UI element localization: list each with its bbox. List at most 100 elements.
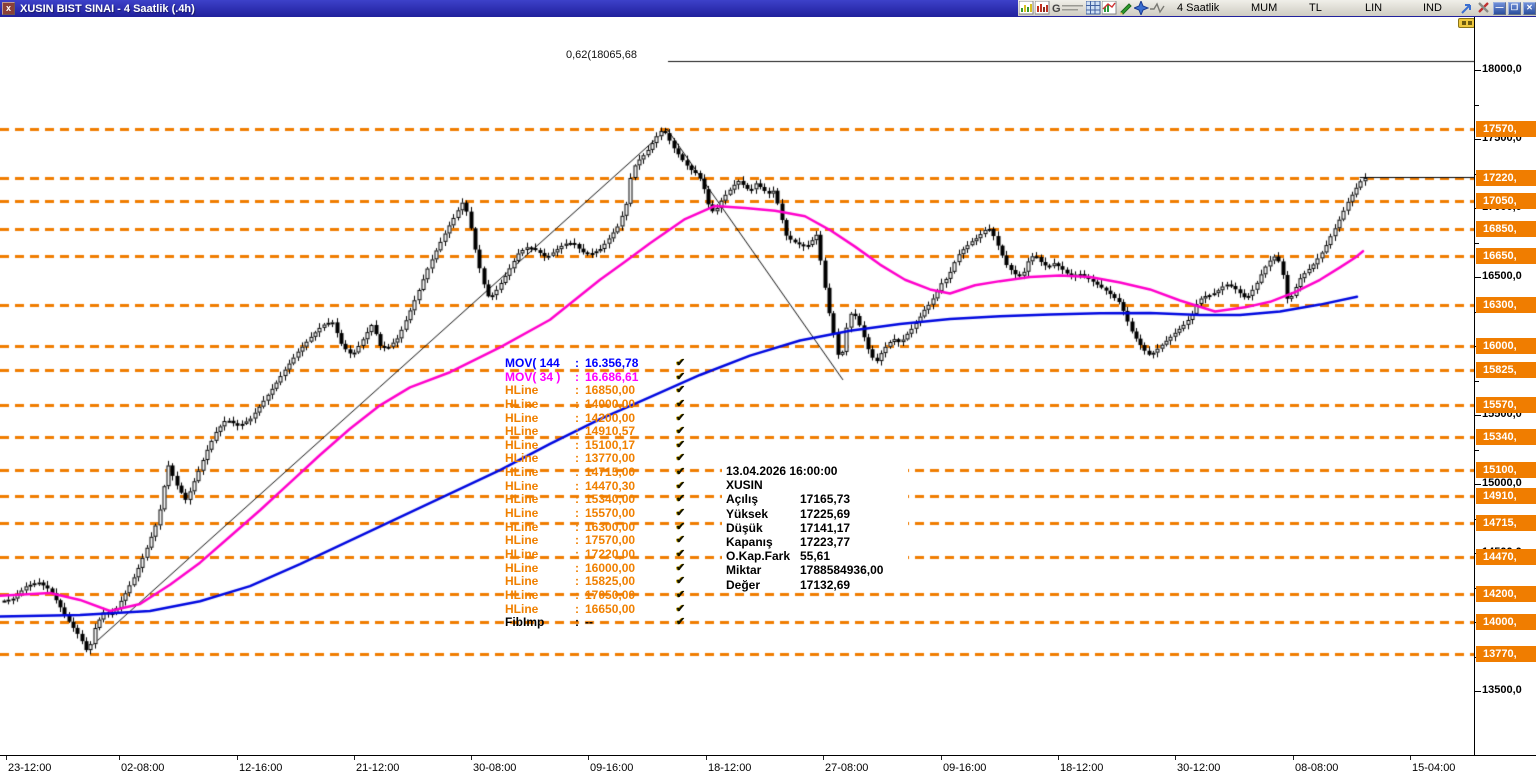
visibility-check-icon[interactable]: ✔ [676, 520, 686, 533]
legend-separator: : [575, 546, 579, 561]
legend-indicator-name: MOV( 34 ) [505, 369, 561, 384]
hline-price-badge: 13770, [1476, 645, 1536, 662]
legend-separator: : [575, 410, 579, 425]
legend-separator: : [575, 615, 579, 630]
time-axis-tick [1058, 756, 1059, 760]
time-axis-tick [588, 756, 589, 760]
chart-minimized-panel-icon[interactable] [1458, 18, 1475, 28]
legend-separator: : [575, 356, 579, 370]
axis-time-label: 23-12:00 [8, 762, 52, 774]
legend-indicator-name: HLine [505, 601, 539, 616]
legend-row[interactable]: HLine:17220,00 ✔ [505, 546, 690, 562]
hline-price-badge: 14470, [1476, 549, 1536, 566]
visibility-check-icon[interactable]: ✔ [676, 438, 686, 451]
legend-indicator-name: HLine [505, 587, 539, 602]
minimize-button[interactable]: — [1493, 1, 1506, 15]
scale-mode-button[interactable]: LIN [1365, 2, 1383, 14]
legend-row[interactable]: MOV( 144:16.356,78 ✔ [505, 356, 690, 371]
visibility-check-icon[interactable]: ✔ [676, 616, 686, 629]
visibility-check-icon[interactable]: ✔ [676, 370, 686, 383]
currency-button[interactable]: TL [1309, 2, 1322, 14]
pattern-list-icon[interactable] [1035, 1, 1050, 15]
visibility-check-icon[interactable]: ✔ [676, 575, 686, 588]
legend-separator: : [575, 383, 579, 398]
visibility-check-icon[interactable]: ✔ [676, 425, 686, 438]
hline-price-badge: 15825, [1476, 362, 1536, 379]
legend-row[interactable]: HLine:14715,00 ✔ [505, 465, 690, 480]
info-value: 55,61 [800, 549, 831, 564]
time-axis: 23-12:00 02-08:00 12-16:00 21-12:00 30-08:00… [0, 755, 1536, 782]
visibility-check-icon[interactable]: ✔ [676, 466, 686, 479]
matrix-grid-icon[interactable] [1086, 1, 1101, 15]
price-chart-canvas[interactable] [0, 17, 1474, 755]
compass-icon[interactable] [1134, 1, 1149, 15]
legend-row[interactable]: HLine:15570,00 ✔ [505, 506, 690, 521]
zigzag-line-icon[interactable] [1150, 1, 1165, 15]
mini-chart-icon[interactable] [1102, 1, 1117, 15]
visibility-check-icon[interactable]: ✔ [676, 479, 686, 492]
legend-row[interactable]: HLine:15340,00 ✔ [505, 493, 690, 507]
link-arrow-icon[interactable] [1460, 1, 1475, 15]
legend-row[interactable]: HLine:16650,00 ✔ [505, 601, 690, 617]
legend-separator: : [575, 506, 579, 521]
legend-indicator-value: 16300,00 [585, 519, 636, 534]
legend-row[interactable]: HLine:17050,00 ✔ [505, 587, 690, 603]
time-axis-tick [706, 756, 707, 760]
restore-button[interactable]: ❐ [1508, 1, 1521, 15]
visibility-check-icon[interactable]: ✔ [676, 561, 686, 574]
legend-indicator-name: HLine [505, 451, 539, 466]
visibility-check-icon[interactable]: ✔ [676, 452, 686, 465]
legend-row[interactable]: HLine:14910,57 ✔ [505, 425, 690, 439]
time-axis-tick [6, 756, 7, 760]
legend-indicator-value: 17570,00 [585, 533, 636, 548]
visibility-check-icon[interactable]: ✔ [676, 547, 686, 560]
info-label: Değer [726, 577, 761, 592]
visibility-check-icon[interactable]: ✔ [676, 411, 686, 424]
legend-row[interactable]: HLine:14200,00 ✔ [505, 410, 690, 426]
legend-row[interactable]: HLine:16300,00 ✔ [505, 519, 690, 535]
legend-indicator-value: 17050,00 [585, 587, 636, 602]
legend-row[interactable]: HLine:15825,00 ✔ [505, 575, 690, 589]
price-axis-tick [1475, 104, 1479, 106]
indicator-list-icon[interactable] [1019, 1, 1034, 15]
window-system-close-button[interactable]: x [2, 2, 15, 15]
visibility-check-icon[interactable]: ✔ [676, 507, 686, 520]
legend-row[interactable]: HLine:13770,00 ✔ [505, 452, 690, 466]
legend-row[interactable]: HLine:14470,30 ✔ [505, 479, 690, 494]
period-selector-button[interactable]: 4 Saatlik [1177, 2, 1220, 14]
info-row: Açılış 17165,73 [726, 492, 908, 506]
legend-row[interactable]: HLine:16000,00 ✔ [505, 560, 690, 576]
indicator-button[interactable]: IND [1423, 2, 1442, 14]
legend-row[interactable]: HLine:15100,17 ✔ [505, 438, 690, 453]
draw-pencil-icon[interactable] [1118, 1, 1133, 15]
info-label: Yüksek [726, 506, 769, 521]
visibility-check-icon[interactable]: ✔ [676, 588, 686, 601]
close-button[interactable]: ✕ [1523, 1, 1536, 15]
fibtrend-tool-icon[interactable]: G [1051, 1, 1085, 15]
chart-type-button[interactable]: MUM [1251, 2, 1278, 14]
legend-indicator-name: HLine [505, 465, 539, 480]
visibility-check-icon[interactable]: ✔ [676, 602, 686, 615]
legend-separator: : [575, 369, 579, 384]
info-row: Miktar 1788584936,00 [726, 563, 908, 577]
tools-icon[interactable] [1476, 1, 1491, 15]
legend-row[interactable]: MOV( 34 ):16.686,61 ✔ [505, 369, 690, 385]
visibility-check-icon[interactable]: ✔ [676, 357, 686, 369]
price-axis-tick [1475, 139, 1481, 140]
info-row: Değer 17132,69 [726, 578, 908, 592]
info-label: Kapanış [726, 534, 773, 549]
visibility-check-icon[interactable]: ✔ [676, 534, 686, 547]
time-axis-tick [237, 756, 238, 760]
legend-separator: : [575, 533, 579, 548]
legend-row[interactable]: HLine:14000,00 ✔ [505, 397, 690, 412]
visibility-check-icon[interactable]: ✔ [676, 384, 686, 397]
legend-indicator-value: 16000,00 [585, 560, 636, 575]
axis-price-label: 13500,0 [1482, 684, 1522, 696]
visibility-check-icon[interactable]: ✔ [676, 493, 686, 506]
visibility-check-icon[interactable]: ✔ [676, 397, 686, 410]
legend-row[interactable]: HLine:16850,00 ✔ [505, 384, 690, 398]
legend-row[interactable]: HLine:17570,00 ✔ [505, 534, 690, 548]
legend-row[interactable]: FibImp: -- ✔ [505, 616, 690, 630]
hline-price-badge: 15340, [1476, 429, 1536, 446]
